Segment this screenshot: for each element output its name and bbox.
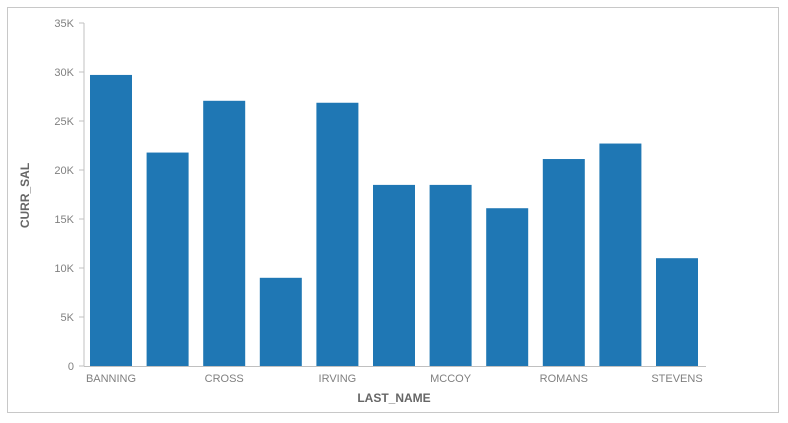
bar[interactable]: [373, 184, 415, 366]
x-tick-label: IRVING: [319, 373, 357, 385]
y-tick-label: 0: [68, 361, 74, 373]
x-tick-label: STEVENS: [651, 373, 702, 385]
x-axis-title: LAST_NAME: [357, 391, 430, 405]
y-tick-label: 10K: [54, 263, 74, 275]
y-axis-title: CURR_SAL: [18, 163, 32, 228]
y-tick-label: 20K: [54, 165, 74, 177]
bar[interactable]: [656, 258, 698, 366]
x-tick-label: CROSS: [205, 373, 244, 385]
bar[interactable]: [542, 159, 585, 366]
bar[interactable]: [90, 74, 132, 366]
bar-series: [90, 74, 698, 367]
y-tick-label: 5K: [61, 312, 75, 324]
y-tick-label: 15K: [54, 214, 74, 226]
bar[interactable]: [486, 208, 529, 366]
bar[interactable]: [146, 152, 189, 366]
y-tick-label: 25K: [54, 116, 74, 128]
bar[interactable]: [599, 143, 642, 366]
bar[interactable]: [316, 102, 359, 366]
y-tick-label: 30K: [54, 67, 74, 79]
x-tick-label: MCCOY: [430, 373, 472, 385]
y-axis-ticks: 0 5K 10K 15K 20K 25K 30K 35K: [54, 18, 84, 373]
y-tick-label: 35K: [54, 18, 74, 30]
bar[interactable]: [429, 184, 472, 366]
x-tick-label: BANNING: [86, 373, 136, 385]
bar[interactable]: [259, 277, 302, 366]
x-tick-label: ROMANS: [540, 373, 588, 385]
bar[interactable]: [203, 100, 246, 367]
x-axis-ticks: BANNING CROSS IRVING MCCOY ROMANS STEVENS: [86, 373, 703, 385]
